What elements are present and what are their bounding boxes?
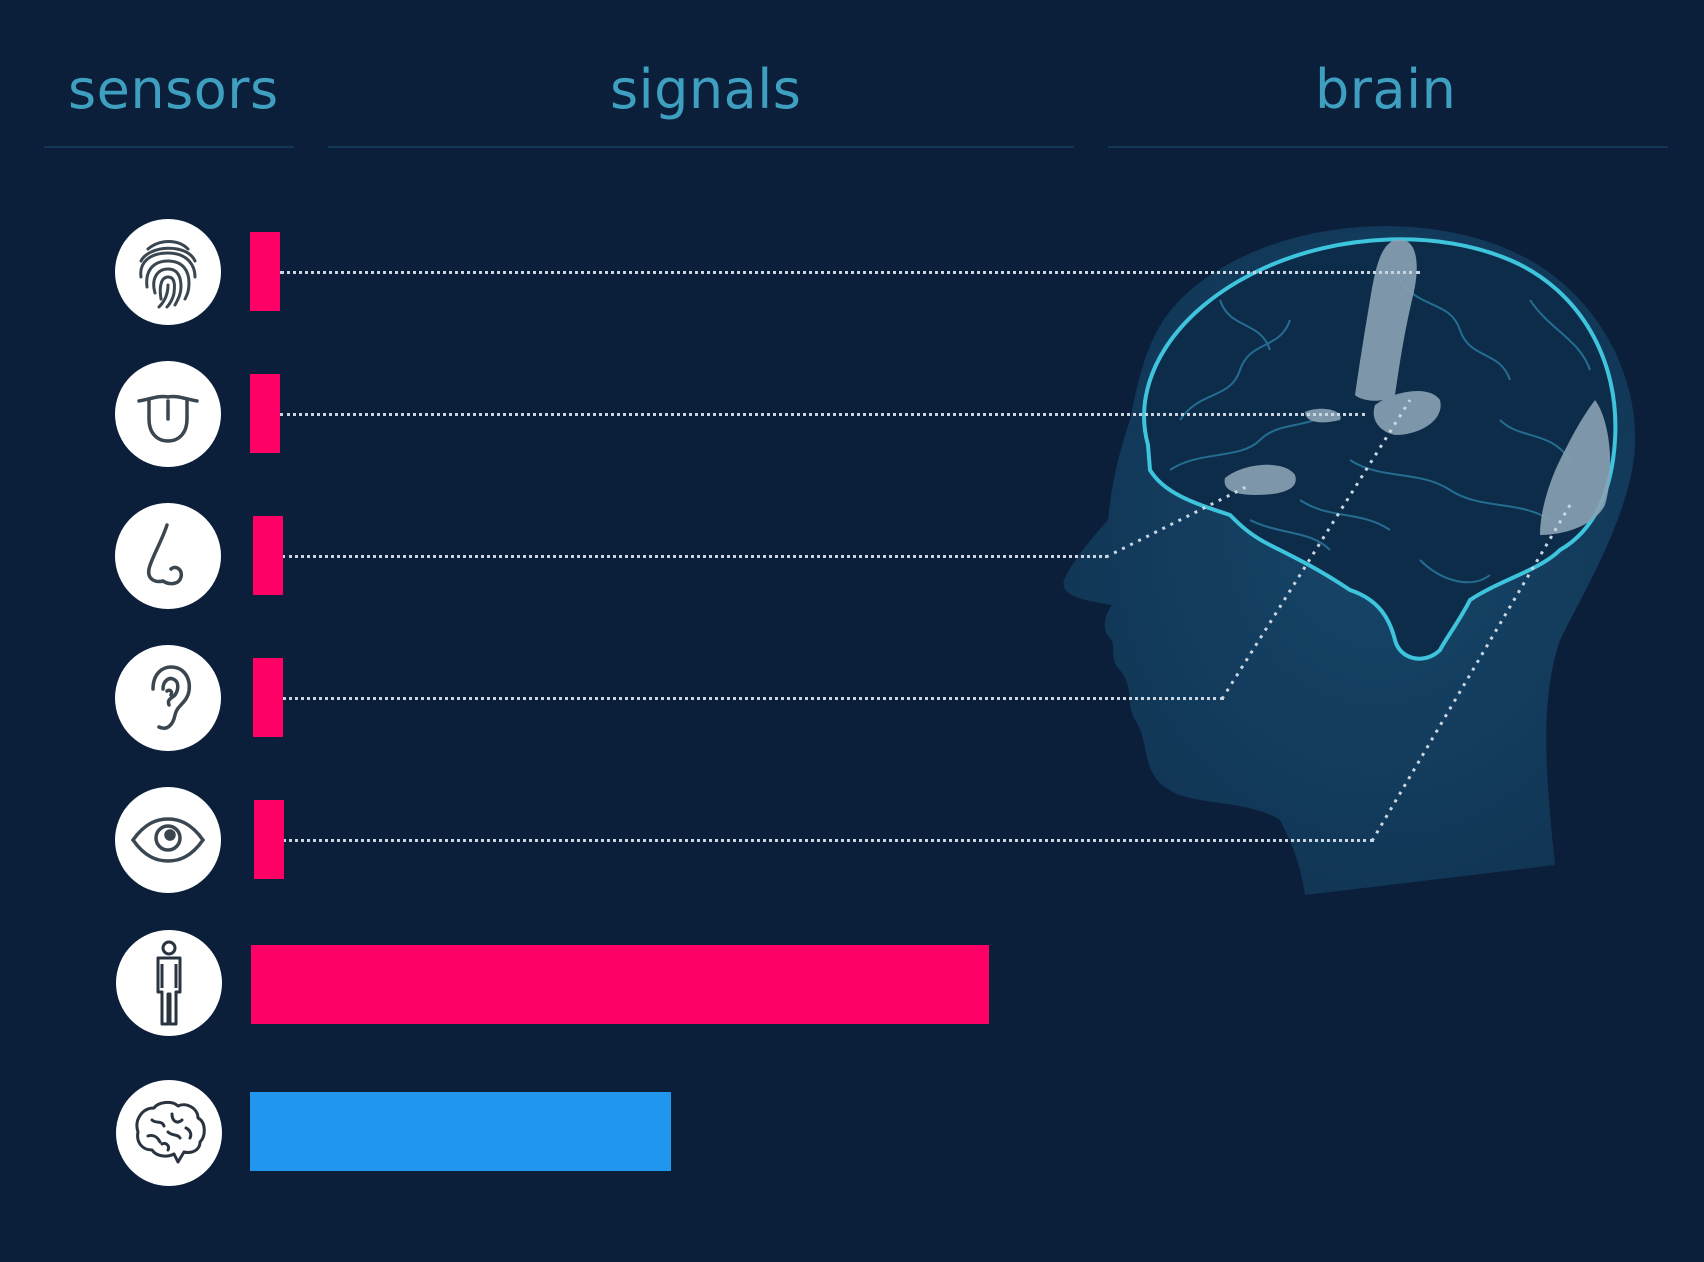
sight-signal-line <box>282 839 1374 842</box>
hearing-signal-bar <box>253 658 283 737</box>
smell-signal-line <box>282 555 1108 558</box>
sensors-header: sensors <box>68 58 279 121</box>
touch-signal-line <box>280 271 1420 274</box>
touch-signal-bar <box>250 232 280 311</box>
person-icon <box>116 930 222 1036</box>
brain-header-underline <box>1108 146 1668 148</box>
fingerprint-icon <box>115 219 221 325</box>
brain-highlighted-regions <box>1224 239 1611 535</box>
brain-signal-bar <box>250 1092 671 1171</box>
body-signal-bar <box>251 945 989 1024</box>
taste-signal-bar <box>250 374 280 453</box>
ear-icon <box>115 645 221 751</box>
smell-signal-bar <box>253 516 283 595</box>
nose-icon <box>115 503 221 609</box>
brain-connectors <box>1105 399 1572 842</box>
brain-icon <box>116 1080 222 1186</box>
tongue-icon <box>115 361 221 467</box>
signals-header: signals <box>610 58 802 121</box>
signals-header-underline <box>328 146 1074 148</box>
brain-outline <box>1142 237 1618 661</box>
brain-folds <box>1169 279 1591 584</box>
sight-signal-bar <box>254 800 284 879</box>
brain-header: brain <box>1315 58 1457 121</box>
hearing-signal-line <box>282 697 1224 700</box>
eye-icon <box>115 787 221 893</box>
taste-signal-line <box>280 413 1365 416</box>
sensors-header-underline <box>44 146 294 148</box>
